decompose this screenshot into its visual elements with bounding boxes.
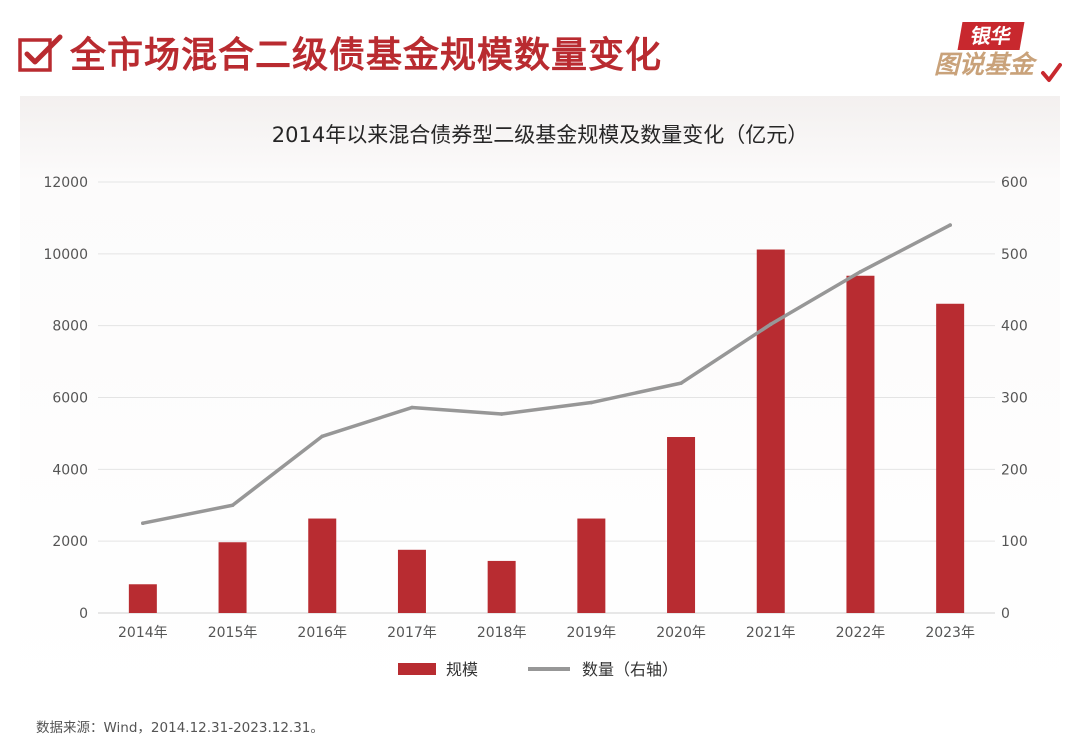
- bar: [397, 549, 426, 613]
- bar: [667, 437, 696, 613]
- page-header: 全市场混合二级债基金规模数量变化 银华 图说基金: [18, 22, 1062, 82]
- x-axis-tick-label: 2018年: [477, 625, 527, 641]
- line-point: [768, 322, 773, 327]
- line-series: [141, 223, 952, 526]
- bar: [756, 249, 785, 614]
- line-point: [230, 503, 235, 508]
- right-axis-tick-label: 200: [1001, 462, 1028, 478]
- x-axis-tick-label: 2015年: [208, 625, 258, 641]
- line-point: [499, 412, 504, 416]
- logo-top-text: 银华: [957, 22, 1025, 50]
- brand-logo: 银华 图说基金: [934, 22, 1062, 84]
- line-point: [410, 405, 414, 410]
- bar: [936, 303, 965, 613]
- source-note: 数据来源：Wind，2014.12.31-2023.12.31。: [36, 720, 324, 736]
- legend-swatch-bar: [398, 663, 436, 675]
- line-point: [948, 223, 952, 227]
- axis-labels: 0 2000 4000 6000 8000 10000 12000 0 100 200 300 400…: [43, 175, 1027, 641]
- x-axis-tick-label: 2016年: [297, 625, 347, 641]
- left-axis-tick-label: 12000: [43, 175, 88, 191]
- right-axis-tick-label: 500: [1001, 247, 1028, 263]
- bar: [846, 275, 875, 613]
- x-axis-tick-label: 2022年: [836, 625, 886, 641]
- line-point: [589, 400, 594, 405]
- bar: [218, 542, 247, 613]
- left-axis-tick-label: 0: [79, 606, 88, 622]
- legend: 规模 数量（右轴）: [398, 660, 678, 679]
- left-axis-tick-label: 4000: [52, 462, 88, 478]
- logo-check-icon: [1041, 63, 1062, 82]
- legend-label-line: 数量（右轴）: [582, 660, 678, 679]
- bar: [577, 518, 606, 613]
- x-axis-tick-label: 2017年: [387, 625, 437, 641]
- bar-series: [128, 249, 965, 614]
- line-point: [858, 269, 863, 274]
- chart-panel: 2014年以来混合债券型二级基金规模及数量变化（亿元） 0 2000 4000 600…: [20, 96, 1060, 702]
- right-axis-tick-label: 400: [1001, 319, 1028, 335]
- line-point: [320, 434, 325, 439]
- x-axis-tick-label: 2014年: [118, 625, 168, 641]
- right-axis-tick-label: 300: [1001, 391, 1028, 407]
- x-axis-tick-label: 2023年: [925, 625, 975, 641]
- x-axis-tick-label: 2020年: [656, 625, 706, 641]
- grid-lines: [98, 181, 995, 614]
- right-axis-tick-label: 600: [1001, 175, 1028, 191]
- combo-chart: 2014年以来混合债券型二级基金规模及数量变化（亿元） 020004000600…: [43, 123, 1027, 679]
- x-axis-tick-label: 2021年: [746, 625, 796, 641]
- logo-bottom-text: 图说基金: [934, 50, 1035, 79]
- bar: [308, 518, 337, 613]
- line-point: [679, 381, 683, 385]
- left-axis-tick-label: 2000: [52, 534, 88, 550]
- bar: [128, 584, 157, 613]
- legend-label-bar: 规模: [446, 660, 478, 679]
- left-axis-tick-label: 6000: [52, 391, 88, 407]
- x-axis-tick-label: 2019年: [567, 625, 617, 641]
- right-axis-tick-label: 0: [1001, 606, 1010, 622]
- series-line: [141, 223, 952, 525]
- page-title: 全市场混合二级债基金规模数量变化: [70, 35, 663, 76]
- line-point: [141, 521, 145, 526]
- right-axis-tick-label: 100: [1001, 534, 1028, 550]
- left-axis-tick-label: 10000: [43, 247, 88, 263]
- chart-title: 2014年以来混合债券型二级基金规模及数量变化（亿元）: [272, 123, 808, 147]
- left-axis-tick-label: 8000: [52, 319, 88, 335]
- checkbox-icon: [18, 34, 63, 72]
- bar: [487, 560, 516, 613]
